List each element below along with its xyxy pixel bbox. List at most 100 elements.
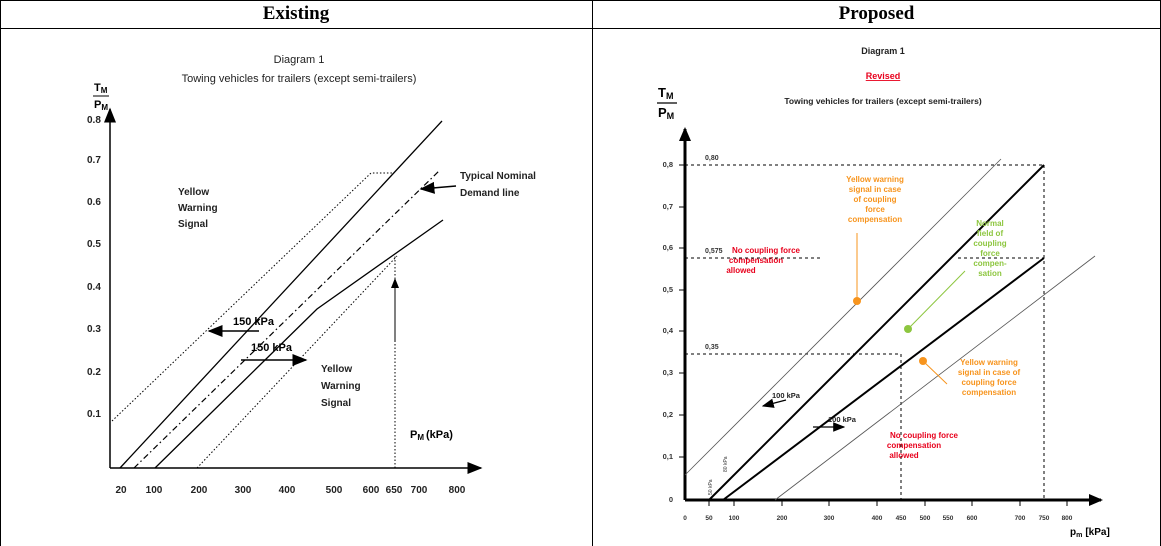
proposed-x-tick-550: 550 [943,515,954,522]
proposed-x-tick-800: 800 [1062,515,1073,522]
proposed-y-tick-03: 0,3 [663,368,673,377]
existing-diagram: Diagram 1 Towing vehicles for trailers (… [87,54,536,496]
existing-x-tick-650: 650 [386,485,403,496]
existing-label-nominal: Typical Nominal Demand line [460,171,536,199]
svg-text:Typical Nominal: Typical Nominal [460,171,536,182]
svg-text:Warning: Warning [321,381,361,392]
proposed-y-ticks: 0,8 0,7 0,6 0,5 0,4 0,3 0,2 0,1 0 [663,160,674,504]
proposed-x-tick-450: 450 [896,515,907,522]
svg-text:of coupling: of coupling [853,195,896,204]
existing-y-label-num: TM [94,82,108,95]
proposed-y-tick-02: 0,2 [663,410,673,419]
proposed-x-tick-50: 50 [705,515,713,522]
existing-x-label: PM (kPa) [410,429,453,442]
existing-x-tick-20: 20 [115,485,127,496]
proposed-diagram: Diagram 1 Revised Towing vehicles for tr… [657,46,1110,539]
table-border-top [0,0,1161,1]
proposed-label-no-coupling-bottom: No coupling force compensation allowed [887,431,959,460]
proposed-title: Diagram 1 [861,46,905,56]
existing-label-yellow-2: Yellow Warning Signal [321,364,361,409]
existing-lower-solid-line [154,219,444,469]
svg-text:Yellow warning: Yellow warning [846,175,904,184]
proposed-x-tick-750: 750 [1039,515,1050,522]
proposed-x-tick-marks [708,500,1068,506]
proposed-small-50kpa: 50 kPa [708,479,714,495]
existing-upper-solid-line [119,120,443,469]
existing-x-tick-600: 600 [363,485,380,496]
proposed-x-tick-0: 0 [683,515,687,522]
existing-y-ticks: 0.8 0.7 0.6 0.5 0.4 0.3 0.2 0.1 [87,115,101,420]
header-existing: Existing [262,3,330,24]
proposed-x-label: pm [kPa] [1070,527,1110,539]
proposed-orange-leader-bottom [922,360,948,385]
proposed-ref-035: 0,35 [705,344,719,351]
proposed-ref-080: 0,80 [705,155,719,162]
svg-text:signal in case of: signal in case of [958,368,1021,377]
svg-text:coupling force: coupling force [961,378,1017,387]
svg-text:Warning: Warning [178,203,218,214]
svg-text:Signal: Signal [178,219,208,230]
existing-upper-dotted-line [111,172,392,422]
proposed-x-tick-300: 300 [824,515,835,522]
proposed-lower-dotted-line [774,255,1096,501]
existing-x-tick-500: 500 [326,485,343,496]
proposed-x-tick-200: 200 [777,515,788,522]
table-border-header [0,28,1161,29]
existing-nominal-dashdot-line [133,170,440,469]
svg-text:Yellow warning: Yellow warning [960,358,1018,367]
svg-text:allowed: allowed [726,266,755,275]
proposed-subtitle: Towing vehicles for trailers (except sem… [784,96,981,106]
proposed-label-no-coupling-top: No coupling force compensation allowed [726,246,800,275]
existing-y-tick-04: 0.4 [87,282,101,293]
svg-text:Demand line: Demand line [460,188,520,199]
proposed-revised: Revised [866,71,901,81]
proposed-lower-solid-line [722,257,1045,501]
proposed-arrow-label-1: 100 kPa [772,391,801,400]
svg-text:field of: field of [977,229,1004,238]
existing-y-tick-07: 0.7 [87,155,101,166]
existing-subtitle: Towing vehicles for trailers (except sem… [182,73,417,85]
existing-y-tick-03: 0.3 [87,324,101,335]
svg-text:sation: sation [978,269,1002,278]
proposed-arrow-label-2: 100 kPa [828,415,857,424]
existing-y-tick-08: 0.8 [87,115,101,126]
proposed-label-yellow-bottom: Yellow warning signal in case of couplin… [958,358,1021,397]
proposed-small-80kpa: 80 kPa [723,456,729,472]
proposed-arrow-left [761,398,787,408]
proposed-ref-0575: 0,575 [705,248,723,255]
svg-text:Signal: Signal [321,398,351,409]
proposed-label-normal: Normal field of coupling force compen- s… [973,219,1007,278]
existing-x-tick-800: 800 [449,485,466,496]
proposed-upper-dotted-line [684,158,1002,476]
svg-text:signal in case: signal in case [849,185,902,194]
existing-y-tick-02: 0.2 [87,367,101,378]
proposed-y-tick-04: 0,4 [663,326,674,335]
existing-x-ticks: 20 100 200 300 400 500 600 650 700 800 [115,485,465,496]
existing-lower-dotted-line [196,255,398,469]
svg-text:compensation: compensation [848,215,902,224]
svg-text:compensation: compensation [962,388,1016,397]
proposed-y-tick-0: 0 [669,495,673,504]
proposed-x-tick-600: 600 [967,515,978,522]
proposed-x-tick-500: 500 [920,515,931,522]
existing-x-tick-300: 300 [235,485,252,496]
proposed-upper-solid-line [708,164,1045,501]
proposed-x-tick-100: 100 [729,515,740,522]
existing-x-tick-400: 400 [279,485,296,496]
proposed-y-label-den: PM [658,105,674,121]
svg-text:compen-: compen- [973,259,1007,268]
svg-text:compensation: compensation [887,441,941,450]
proposed-x-tick-700: 700 [1015,515,1026,522]
existing-x-tick-700: 700 [411,485,428,496]
proposed-y-tick-07: 0,7 [663,202,673,211]
proposed-y-tick-05: 0,5 [663,285,673,294]
svg-text:No coupling force: No coupling force [732,246,801,255]
existing-y-tick-05: 0.5 [87,239,101,250]
proposed-label-yellow-top: Yellow warning signal in case of couplin… [846,175,904,224]
existing-arrow-label-2: 150 kPa [251,342,293,354]
proposed-x-tick-400: 400 [872,515,883,522]
existing-nominal-arrow [419,181,457,194]
svg-text:allowed: allowed [889,451,918,460]
existing-y-tick-01: 0.1 [87,409,101,420]
